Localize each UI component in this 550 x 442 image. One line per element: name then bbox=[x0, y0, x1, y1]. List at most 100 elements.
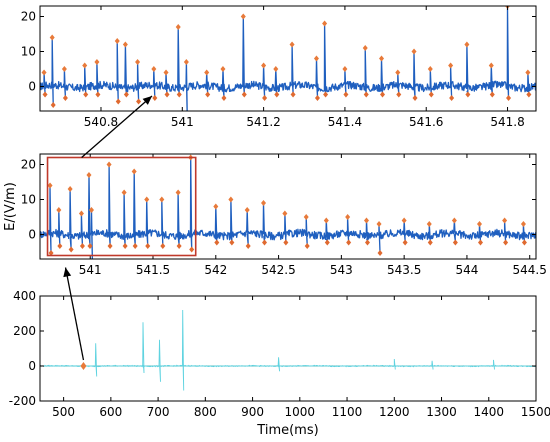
peak-marker bbox=[144, 196, 150, 203]
trough-marker bbox=[62, 95, 68, 101]
x-tick-label: 1100 bbox=[332, 405, 363, 419]
y-tick-label: 200 bbox=[13, 324, 36, 338]
mid-panel: 541 541.5 542 542.5 543 543.5 544 544.5 0 10 20E/(… bbox=[3, 153, 547, 277]
peak-marker bbox=[273, 66, 279, 72]
trough-marker bbox=[283, 239, 289, 246]
trough-marker bbox=[189, 246, 195, 253]
peak-marker bbox=[49, 34, 55, 41]
peak-marker bbox=[175, 189, 181, 196]
y-tick-label: 0 bbox=[28, 228, 36, 242]
trough-marker bbox=[95, 91, 101, 98]
x-tick-label: 700 bbox=[147, 405, 170, 419]
x-tick-label: 600 bbox=[99, 405, 122, 419]
trough-marker bbox=[427, 239, 433, 246]
peak-marker bbox=[502, 217, 508, 224]
trough-marker bbox=[314, 95, 320, 101]
signal-trace bbox=[40, 6, 536, 111]
trough-marker bbox=[323, 91, 329, 98]
trough-marker bbox=[262, 239, 268, 246]
trough-marker bbox=[115, 98, 121, 105]
trough-marker bbox=[364, 239, 370, 246]
peak-marker bbox=[376, 221, 382, 227]
trough-marker bbox=[380, 91, 386, 98]
x-tick-label: 1400 bbox=[473, 405, 504, 419]
peak-marker bbox=[322, 20, 328, 27]
peak-marker bbox=[282, 210, 288, 217]
trough-marker bbox=[136, 98, 142, 105]
trough-marker bbox=[465, 91, 471, 98]
peak-marker bbox=[220, 66, 226, 72]
y-tick-label: 400 bbox=[13, 289, 36, 303]
y-tick-label: 0 bbox=[28, 359, 36, 373]
trough-marker bbox=[428, 91, 434, 98]
zoom-region-box bbox=[46, 156, 197, 257]
peak-marker bbox=[395, 69, 401, 76]
peak-marker bbox=[289, 41, 295, 48]
trough-marker bbox=[164, 91, 170, 98]
peak-marker bbox=[448, 62, 454, 69]
trough-marker bbox=[79, 243, 85, 249]
peak-marker bbox=[427, 66, 433, 72]
bottom-panel: 500 600 700 800 900 1000 1100 1200 1300 1400 1500 -… bbox=[9, 289, 550, 438]
peak-marker bbox=[47, 182, 53, 189]
peak-marker bbox=[411, 48, 417, 55]
y-axis-label: E/(V/m) bbox=[3, 182, 18, 231]
y-tick-label: -200 bbox=[9, 394, 36, 408]
peak-marker bbox=[183, 59, 189, 65]
trough-marker bbox=[68, 246, 74, 253]
x-tick-label: 541 bbox=[79, 263, 102, 277]
peak-marker bbox=[228, 196, 234, 203]
peak-marker bbox=[520, 221, 526, 227]
axes-frame bbox=[39, 5, 537, 112]
trough-marker bbox=[122, 243, 128, 249]
zoom-arrow-top bbox=[81, 95, 153, 158]
axes-frame bbox=[39, 295, 537, 402]
x-tick-label: 544.5 bbox=[513, 263, 547, 277]
trough-marker bbox=[214, 239, 220, 246]
peak-marker bbox=[323, 217, 329, 224]
trough-marker bbox=[160, 243, 166, 249]
annotation-overlay bbox=[63, 95, 153, 361]
trough-marker bbox=[205, 91, 211, 98]
peak-marker bbox=[213, 203, 219, 210]
trough-marker bbox=[506, 95, 512, 101]
trough-marker bbox=[42, 91, 48, 98]
peak-marker bbox=[379, 55, 385, 62]
trough-marker bbox=[57, 243, 63, 249]
peak-marker bbox=[163, 69, 169, 76]
x-tick-label: 541 bbox=[171, 115, 194, 129]
axes-frame bbox=[39, 153, 537, 260]
trough-marker bbox=[377, 250, 383, 256]
x-tick-label: 543.5 bbox=[387, 263, 421, 277]
peak-marker bbox=[88, 207, 94, 213]
x-tick-label: 541.4 bbox=[328, 115, 362, 129]
signal-trace bbox=[40, 156, 536, 259]
peak-marker bbox=[106, 161, 112, 168]
peak-marker bbox=[261, 200, 267, 206]
peak-marker bbox=[121, 189, 127, 196]
peak-marker bbox=[61, 66, 67, 72]
trough-marker bbox=[145, 243, 151, 249]
trough-marker bbox=[503, 239, 509, 246]
trough-marker bbox=[241, 91, 247, 98]
x-tick-label: 541.2 bbox=[246, 115, 280, 129]
peak-marker bbox=[464, 41, 470, 48]
peak-marker bbox=[362, 45, 368, 51]
x-tick-label: 1300 bbox=[426, 405, 457, 419]
trace-group bbox=[40, 154, 536, 259]
peak-marker bbox=[313, 55, 319, 62]
peak-marker bbox=[131, 168, 137, 175]
peak-marker bbox=[151, 66, 157, 72]
peak-marker bbox=[159, 196, 165, 203]
trough-marker bbox=[346, 239, 352, 246]
trough-marker bbox=[132, 243, 138, 249]
trough-marker bbox=[477, 239, 483, 246]
trough-marker bbox=[176, 91, 182, 98]
peak-marker bbox=[122, 41, 128, 48]
peak-marker bbox=[135, 59, 141, 65]
y-tick-label: 20 bbox=[21, 10, 36, 24]
x-tick-label: 1200 bbox=[379, 405, 410, 419]
highlight-marker bbox=[80, 362, 87, 370]
trough-marker bbox=[262, 95, 268, 101]
trough-marker bbox=[48, 250, 54, 256]
